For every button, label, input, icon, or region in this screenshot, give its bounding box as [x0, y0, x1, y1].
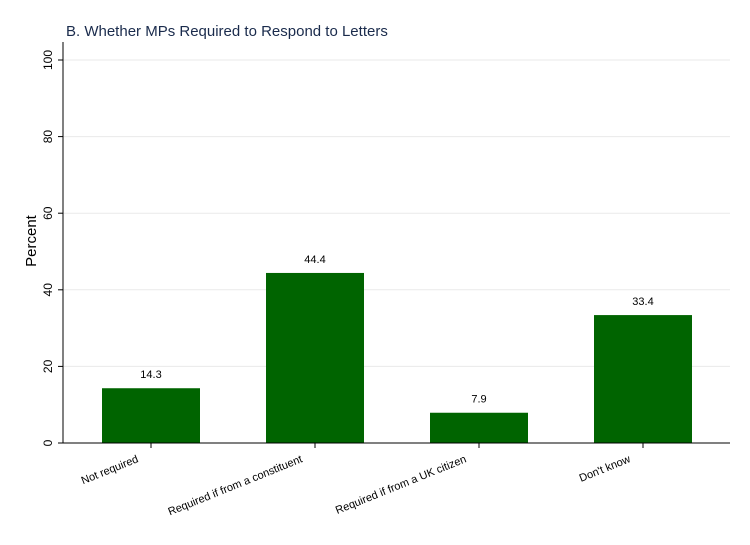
y-tick-label: 40 — [41, 283, 55, 297]
x-tick-label: Not required — [80, 453, 141, 487]
data-label: 7.9 — [471, 394, 486, 406]
y-axis-label: Percent — [23, 214, 40, 267]
chart-title: B. Whether MPs Required to Respond to Le… — [66, 23, 388, 40]
y-tick-label: 0 — [41, 439, 55, 446]
y-tick-label: 20 — [41, 359, 55, 373]
bar — [266, 272, 364, 443]
y-tick-label: 80 — [41, 130, 55, 144]
y-tick-label: 100 — [41, 50, 55, 70]
bar — [594, 315, 692, 443]
bars — [102, 272, 692, 443]
y-tick-label: 60 — [41, 206, 55, 220]
data-label: 44.4 — [304, 254, 325, 266]
x-tick-label: Don't know — [578, 453, 633, 484]
bar — [102, 388, 200, 443]
x-tick-label: Required if from a constituent — [166, 453, 304, 518]
x-axis-ticks: Not required Required if from a constitue… — [80, 443, 644, 518]
data-label: 33.4 — [632, 296, 653, 308]
bar — [430, 412, 528, 443]
data-labels: 14.3 44.4 7.9 33.4 — [140, 254, 653, 406]
y-axis-ticks: 0 20 40 60 80 100 — [41, 50, 63, 446]
data-label: 14.3 — [140, 369, 161, 381]
x-tick-label: Required if from a UK citizen — [334, 453, 468, 517]
